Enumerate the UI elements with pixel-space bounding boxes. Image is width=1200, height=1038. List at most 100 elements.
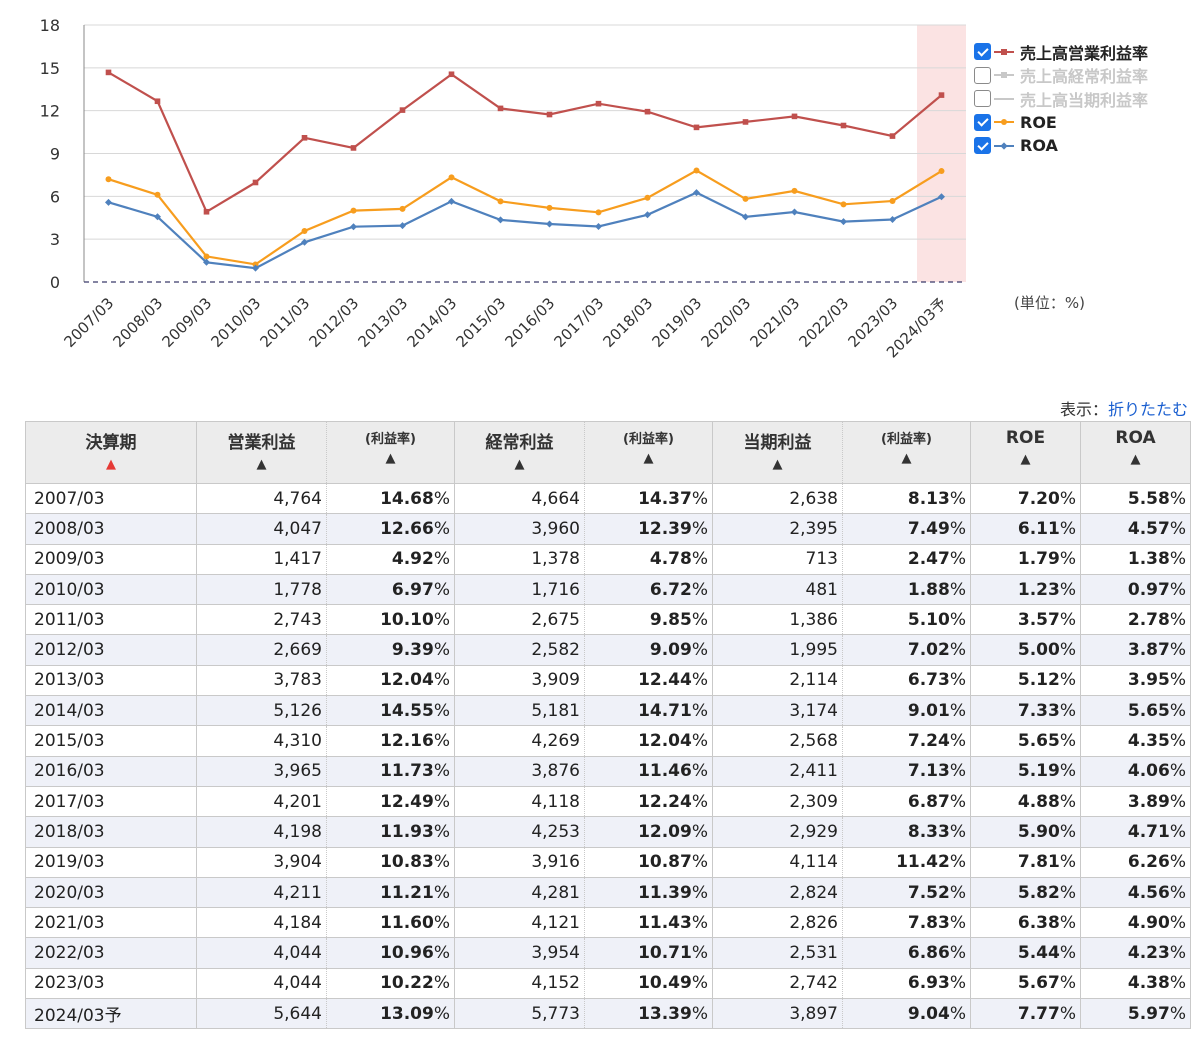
operating-profit-cell: 4,044 — [196, 937, 327, 969]
operating-profit-cell: 5,126 — [196, 695, 327, 727]
ordinary-profit-cell: 4,253 — [454, 816, 585, 848]
percent-sign: % — [1169, 579, 1186, 600]
sort-roe[interactable]: ROE ▲ — [970, 421, 1081, 484]
period-cell: 2016/03 — [25, 755, 197, 787]
sort-arrow-icon[interactable]: ▲ — [1020, 452, 1031, 467]
roa-cell: 4.57% — [1080, 513, 1191, 545]
legend-checkbox[interactable] — [974, 43, 991, 61]
roe-cell: 3.57% — [970, 604, 1081, 636]
roe-cell: 7.20% — [970, 482, 1081, 515]
x-tick-label: 2008/03 — [110, 294, 167, 351]
sort-ordinary[interactable]: 経常利益 ▲ — [454, 421, 585, 484]
legend-checkbox[interactable] — [974, 90, 991, 108]
ordinary-margin-cell: 9.85% — [584, 604, 713, 636]
net-profit-cell: 2,395 — [712, 513, 843, 545]
ordinary-margin-cell-value: 6.72 — [649, 579, 692, 600]
net-profit-cell: 2,824 — [712, 876, 843, 909]
data-point — [791, 187, 798, 194]
percent-sign: % — [1169, 670, 1186, 691]
net-margin-cell-value: 2.47 — [907, 549, 950, 570]
operating-profit-cell-value: 2,669 — [273, 640, 322, 661]
net-profit-cell: 713 — [712, 543, 843, 575]
roe-cell: 5.44% — [970, 937, 1081, 969]
sort-operating-margin[interactable]: (利益率) ▲ — [326, 421, 455, 484]
sort-operating[interactable]: 営業利益 ▲ — [196, 421, 327, 484]
operating-margin-cell: 10.83% — [326, 846, 455, 878]
roe-cell-value: 5.65 — [1017, 731, 1060, 752]
roe-cell-value: 5.44 — [1017, 943, 1060, 964]
sort-arrow-icon[interactable]: ▲ — [385, 451, 396, 466]
sort-net[interactable]: 当期利益 ▲ — [712, 421, 843, 484]
percent-sign: % — [1059, 791, 1076, 812]
roe-cell: 6.38% — [970, 907, 1081, 939]
operating-margin-cell-value: 12.66 — [380, 518, 434, 539]
sort-roa[interactable]: ROA ▲ — [1080, 421, 1191, 484]
operating-margin-cell-value: 11.60 — [380, 912, 434, 933]
legend-item[interactable]: 売上高当期利益率 — [974, 87, 1148, 111]
net-profit-cell-value: 2,309 — [789, 791, 838, 812]
net-profit-cell-value: 713 — [805, 549, 838, 570]
percent-sign: % — [1059, 640, 1076, 661]
ordinary-profit-cell: 1,378 — [454, 543, 585, 575]
roa-cell: 4.23% — [1080, 937, 1191, 969]
percent-sign: % — [691, 912, 708, 933]
operating-profit-cell: 4,044 — [196, 967, 327, 1000]
operating-profit-cell: 4,211 — [196, 876, 327, 909]
percent-sign: % — [691, 700, 708, 721]
operating-profit-cell: 3,904 — [196, 846, 327, 878]
x-tick-label: 2022/03 — [796, 294, 853, 351]
roe-cell-value: 5.00 — [1017, 640, 1060, 661]
percent-sign: % — [433, 518, 450, 539]
legend-item[interactable]: 売上高営業利益率 — [974, 40, 1148, 64]
data-point — [497, 216, 504, 224]
roe-cell: 5.65% — [970, 725, 1081, 757]
table-row: 2015/03 4,310 12.16% 4,269 12.04% 2,568 7.24% 5… — [25, 725, 1191, 757]
percent-sign: % — [949, 488, 966, 509]
net-profit-cell: 3,174 — [712, 695, 843, 727]
percent-sign: % — [691, 821, 708, 842]
sort-arrow-icon[interactable]: ▲ — [514, 457, 525, 472]
sort-arrow-icon[interactable]: ▲ — [1130, 452, 1141, 467]
operating-margin-cell-value: 12.49 — [380, 791, 434, 812]
ordinary-margin-cell: 6.72% — [584, 573, 713, 606]
net-profit-cell: 2,638 — [712, 482, 843, 515]
sort-ordinary-margin[interactable]: (利益率) ▲ — [584, 421, 713, 484]
net-margin-cell-value: 9.01 — [907, 700, 950, 721]
legend-item[interactable]: ROA — [974, 134, 1148, 158]
sort-net-margin[interactable]: (利益率) ▲ — [842, 421, 971, 484]
legend-checkbox[interactable] — [974, 113, 991, 131]
roa-cell-value: 6.26 — [1127, 852, 1170, 873]
legend-item[interactable]: ROE — [974, 111, 1148, 135]
legend-item[interactable]: 売上高経常利益率 — [974, 64, 1148, 88]
sort-arrow-icon[interactable]: ▲ — [901, 451, 912, 466]
legend-checkbox[interactable] — [974, 66, 991, 84]
ordinary-profit-cell-value: 4,118 — [531, 791, 580, 812]
data-point — [203, 258, 210, 266]
table-row: 2017/03 4,201 12.49% 4,118 12.24% 2,309 6.87% 4… — [25, 785, 1191, 818]
legend-swatch-icon — [994, 70, 1014, 80]
percent-sign: % — [433, 791, 450, 812]
net-margin-cell-value: 6.87 — [907, 791, 950, 812]
ordinary-margin-cell-value: 10.71 — [638, 943, 692, 964]
percent-sign: % — [1059, 761, 1076, 782]
collapse-link[interactable]: 折りたたむ — [1107, 400, 1188, 419]
legend-label: 売上高当期利益率 — [1020, 90, 1149, 110]
line-chart: 03691215182007/032008/032009/032010/0320… — [40, 16, 966, 362]
operating-margin-cell-value: 14.55 — [380, 700, 434, 721]
sort-arrow-icon[interactable]: ▲ — [772, 457, 783, 472]
percent-sign: % — [691, 761, 708, 782]
sort-arrow-icon[interactable]: ▲ — [256, 457, 267, 472]
sort-arrow-icon[interactable]: ▲ — [106, 457, 116, 472]
legend-checkbox[interactable] — [974, 137, 991, 155]
operating-profit-cell-value: 4,184 — [273, 912, 322, 933]
header-roe: ROE — [1005, 428, 1046, 448]
table-row: 2024/03予 5,644 13.09% 5,773 13.39% 3,897 9.04%… — [25, 998, 1191, 1030]
roa-cell: 6.26% — [1080, 846, 1191, 878]
operating-margin-cell-value: 9.39 — [391, 640, 434, 661]
ordinary-profit-cell: 3,909 — [454, 664, 585, 697]
percent-sign: % — [1169, 791, 1186, 812]
sort-arrow-icon[interactable]: ▲ — [643, 451, 654, 466]
sort-period[interactable]: 決算期 ▲ — [25, 421, 197, 484]
data-point — [889, 215, 896, 223]
period-cell: 2019/03 — [25, 846, 197, 878]
